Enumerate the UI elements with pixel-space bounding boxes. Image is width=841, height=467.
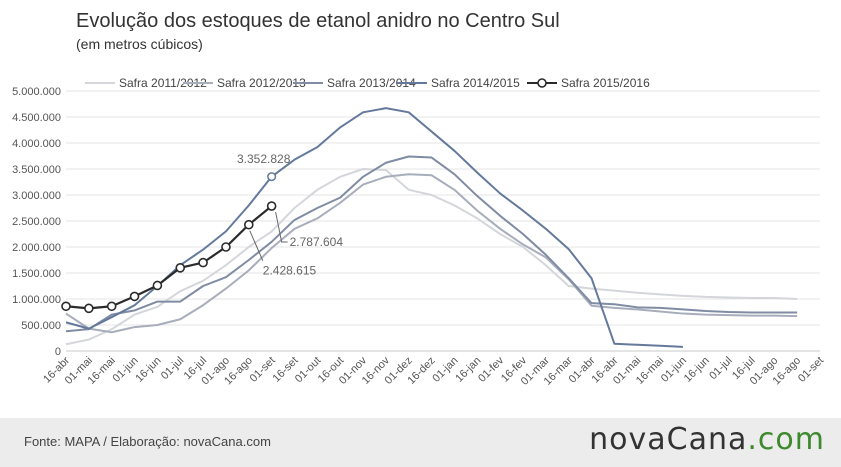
chart-subtitle: (em metros cúbicos) bbox=[76, 36, 203, 52]
legend-label: Safra 2012/2013 bbox=[217, 76, 306, 90]
label-leader-line bbox=[275, 211, 288, 243]
y-tick-label: 500.000 bbox=[21, 320, 61, 332]
logo-main-text: novaCana bbox=[589, 422, 748, 457]
legend-label: Safra 2014/2015 bbox=[431, 76, 520, 90]
series-line bbox=[65, 168, 798, 346]
series-line bbox=[65, 205, 273, 310]
y-tick-label: 2.500.000 bbox=[12, 216, 61, 228]
data-point bbox=[129, 291, 140, 302]
chart-title: Evolução dos estoques de etanol anidro n… bbox=[76, 10, 560, 32]
y-tick-label: 3.500.000 bbox=[12, 164, 61, 176]
source-text: Fonte: MAPA / Elaboração: novaCana.com bbox=[24, 434, 271, 449]
legend-label: Safra 2015/2016 bbox=[561, 76, 650, 90]
series-line bbox=[65, 155, 798, 333]
data-point bbox=[84, 303, 94, 314]
series-line bbox=[65, 107, 683, 348]
series-line bbox=[65, 173, 798, 334]
y-tick-label: 0 bbox=[55, 346, 61, 358]
y-tick-label: 4.500.000 bbox=[12, 112, 61, 124]
x-tick-label: 01-jul bbox=[159, 355, 187, 383]
data-point bbox=[266, 201, 277, 211]
data-point bbox=[221, 242, 231, 252]
line-chart: 0 500.000 1.000.000 1.500.000 2.000.000 2.500… bbox=[12, 76, 826, 388]
data-point bbox=[267, 172, 277, 182]
y-tick-label: 3.000.000 bbox=[12, 190, 61, 202]
x-tick-label: 01-jul bbox=[707, 355, 735, 383]
legend-marker bbox=[537, 78, 547, 88]
novacana-logo: novaCana.com bbox=[589, 422, 825, 457]
x-tick-label: 01-set bbox=[796, 355, 826, 385]
label-leader-line bbox=[249, 230, 264, 261]
data-label: 3.352.828 bbox=[237, 152, 291, 166]
y-tick-label: 2.000.000 bbox=[12, 242, 61, 254]
data-label: 2.428.615 bbox=[263, 264, 317, 278]
data-point bbox=[243, 219, 254, 230]
y-tick-label: 5.000.000 bbox=[12, 86, 61, 98]
data-point bbox=[198, 257, 208, 268]
x-tick-label: 16-jun bbox=[682, 355, 712, 385]
x-tick-label: 16-jun bbox=[133, 355, 163, 385]
data-label: 2.787.604 bbox=[290, 235, 344, 249]
footer: Fonte: MAPA / Elaboração: novaCana.com n… bbox=[0, 418, 841, 467]
y-tick-label: 4.000.000 bbox=[12, 138, 61, 150]
data-point bbox=[175, 262, 186, 273]
data-point bbox=[106, 301, 117, 312]
legend-label: Safra 2011/2012 bbox=[119, 76, 207, 90]
data-point bbox=[152, 280, 163, 291]
logo-dotcom-text: .com bbox=[747, 422, 825, 457]
y-tick-label: 1.500.000 bbox=[12, 268, 61, 280]
data-point bbox=[61, 301, 71, 312]
y-tick-label: 1.000.000 bbox=[12, 294, 61, 306]
legend-label: Safra 2013/2014 bbox=[327, 76, 416, 90]
